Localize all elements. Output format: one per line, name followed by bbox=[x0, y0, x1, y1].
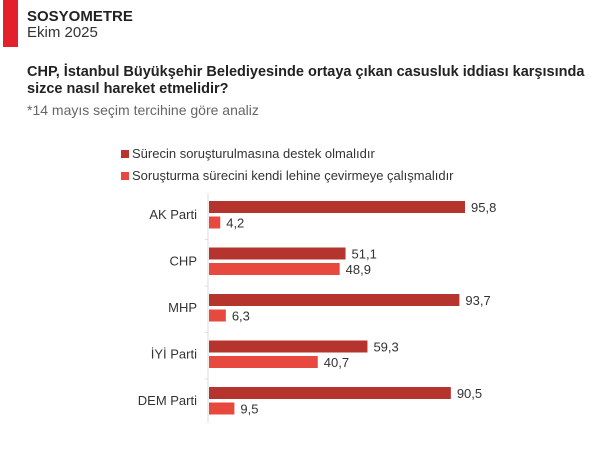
title-line-1: CHP, İstanbul Büyükşehir Belediyesinde o… bbox=[27, 64, 585, 80]
bar-series-1 bbox=[209, 247, 346, 260]
legend-label: Sürecin soruşturulmasına destek olmalıdı… bbox=[132, 146, 375, 161]
data-label: 90,5 bbox=[457, 386, 482, 401]
legend-swatch bbox=[121, 171, 129, 180]
bar-series-2 bbox=[209, 402, 235, 415]
data-label: 95,8 bbox=[471, 200, 496, 215]
data-label: 93,7 bbox=[465, 293, 490, 308]
legend-label: Soruşturma sürecini kendi lehine çevirme… bbox=[132, 168, 454, 183]
bar-series-2 bbox=[209, 309, 226, 322]
subtitle-note: *14 mayıs seçim tercihine göre analiz bbox=[27, 102, 259, 118]
bar-series-2 bbox=[209, 356, 318, 368]
bar-series-2 bbox=[209, 263, 340, 275]
category-label: CHP bbox=[170, 254, 197, 269]
data-label: 9,5 bbox=[240, 402, 258, 417]
data-label: 4,2 bbox=[226, 216, 244, 231]
chart-title: CHP, İstanbul Büyükşehir Belediyesinde o… bbox=[27, 64, 600, 98]
legend-item-2: Soruşturma sürecini kendi lehine çevirme… bbox=[121, 168, 454, 183]
legend-swatch bbox=[121, 149, 129, 158]
category-label: AK Parti bbox=[149, 207, 197, 222]
category-label: İYİ Parti bbox=[151, 347, 197, 362]
brand-name: SOSYOMETRE bbox=[27, 8, 133, 25]
data-label: 6,3 bbox=[232, 309, 250, 324]
category-label: DEM Parti bbox=[138, 393, 197, 408]
data-label: 59,3 bbox=[373, 340, 398, 355]
category-label: MHP bbox=[168, 300, 197, 315]
bar-series-1 bbox=[209, 340, 368, 353]
bar-series-1 bbox=[209, 201, 465, 213]
bar-series-2 bbox=[209, 216, 221, 229]
data-label: 40,7 bbox=[324, 355, 349, 370]
report-date: Ekim 2025 bbox=[27, 24, 98, 41]
brand-accent-stripe bbox=[3, 0, 18, 47]
legend-item-1: Sürecin soruşturulmasına destek olmalıdı… bbox=[121, 146, 375, 161]
data-label: 48,9 bbox=[346, 262, 371, 277]
bar-series-1 bbox=[209, 387, 451, 399]
title-line-2: sizce nasıl hareket etmelidir? bbox=[27, 81, 229, 97]
data-label: 51,1 bbox=[352, 247, 377, 262]
bar-series-1 bbox=[209, 294, 460, 306]
